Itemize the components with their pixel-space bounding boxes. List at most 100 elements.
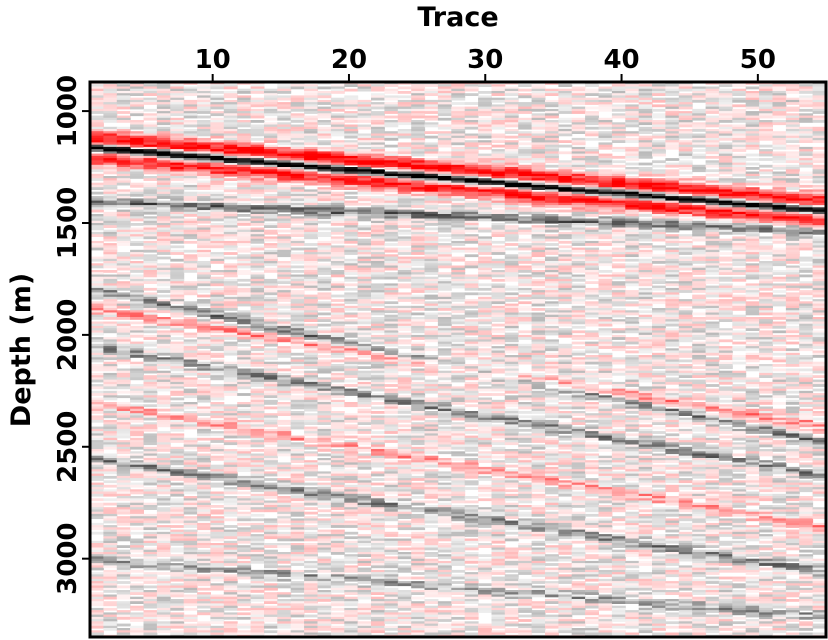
heatmap-cell [223,160,238,164]
heatmap-cell [304,610,318,613]
heatmap-cell [170,223,185,226]
heatmap-cell [143,507,158,510]
heatmap-cell [290,137,305,141]
heatmap-cell [156,142,171,146]
heatmap-cell [143,413,158,416]
heatmap-cell [183,574,198,578]
heatmap-cell [103,379,118,383]
heatmap-cell [290,599,305,602]
heatmap-cell [317,312,332,316]
heatmap-cell [197,628,211,631]
heatmap-cell [304,281,318,284]
heatmap-cell [290,256,305,260]
heatmap-cell [103,86,118,90]
heatmap-cell [223,106,238,110]
heatmap-cell [290,102,305,105]
heatmap-cell [237,95,252,99]
heatmap-cell [103,366,118,369]
heatmap-cell [143,323,158,327]
heatmap-cell [264,493,278,497]
heatmap-cell [156,415,171,419]
heatmap-cell [183,162,198,166]
heatmap-cell [103,361,118,365]
heatmap-cell [143,540,158,544]
heatmap-cell [371,276,385,280]
heatmap-cell [397,455,412,459]
heatmap-cell [237,424,252,428]
heatmap-cell [130,88,144,92]
heatmap-cell [384,276,399,280]
heatmap-cell [264,184,278,188]
heatmap-cell [264,612,278,616]
heatmap-cell [264,133,278,137]
heatmap-cell [130,364,144,367]
heatmap-cell [90,111,104,114]
heatmap-cell [143,220,158,224]
heatmap-cell [223,209,238,213]
heatmap-cell [170,133,185,137]
heatmap-cell [237,319,252,322]
heatmap-cell [237,205,252,208]
heatmap-cell [197,102,211,105]
heatmap-cell [250,236,265,240]
heatmap-cell [384,628,399,631]
heatmap-cell [170,95,185,99]
heatmap-cell [210,207,225,211]
heatmap-cell [304,160,318,164]
heatmap-cell [277,296,292,300]
heatmap-cell [237,587,252,591]
heatmap-cell [143,576,158,580]
heatmap-cell [223,388,238,392]
heatmap-cell [304,108,318,112]
heatmap-cell [210,482,225,486]
heatmap-cell [116,337,131,340]
heatmap-cell [277,180,292,184]
heatmap-cell [317,227,332,231]
heatmap-cell [170,299,185,302]
heatmap-cell [264,173,278,177]
heatmap-cell [357,339,372,343]
heatmap-cell [170,372,185,376]
heatmap-cell [304,124,318,128]
heatmap-cell [130,518,144,522]
heatmap-cell [170,231,185,235]
heatmap-cell [116,129,131,132]
heatmap-cell [116,169,131,173]
heatmap-cell [183,455,198,459]
heatmap-cell [210,569,225,573]
heatmap-cell [277,299,292,302]
heatmap-cell [210,202,225,206]
heatmap-cell [143,158,158,161]
heatmap-cell [197,565,211,569]
heatmap-cell [223,505,238,508]
heatmap-cell [223,496,238,499]
heatmap-cell [290,169,305,173]
heatmap-cell [210,493,225,497]
heatmap-cell [250,84,265,87]
heatmap-cell [210,173,225,177]
heatmap-cell [223,361,238,365]
heatmap-cell [197,211,211,215]
heatmap-cell [183,368,198,372]
heatmap-cell [277,390,292,394]
heatmap-cell [183,446,198,450]
heatmap-cell [250,435,265,439]
heatmap-cell [143,446,158,450]
heatmap-cell [290,180,305,184]
heatmap-cell [197,484,211,488]
heatmap-cell [277,505,292,508]
heatmap-cell [264,176,278,179]
heatmap-cell [250,146,265,150]
heatmap-cell [250,189,265,193]
heatmap-cell [237,534,252,537]
heatmap-cell [103,339,118,343]
heatmap-cell [103,247,118,251]
heatmap-cell [210,585,225,589]
heatmap-cell [116,214,131,217]
heatmap-cell [344,287,359,291]
heatmap-cell [290,522,305,526]
heatmap-cell [277,86,292,90]
heatmap-cell [116,572,131,575]
heatmap-cell [183,558,198,562]
heatmap-cell [277,155,292,159]
